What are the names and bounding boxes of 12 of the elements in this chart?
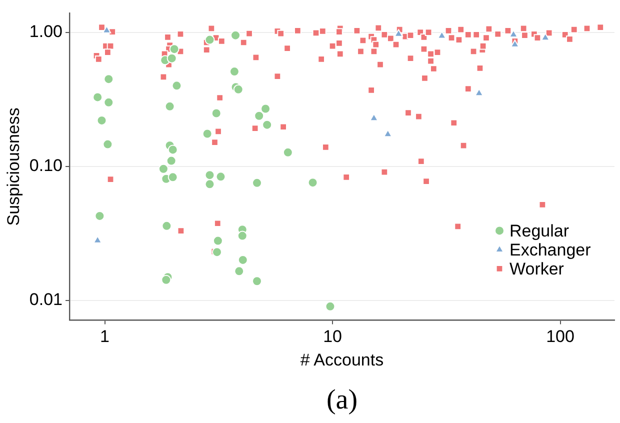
x-tick-label: 100 [546,327,574,346]
y-axis-title: Suspiciousness [4,108,23,226]
x-axis-title: # Accounts [300,350,384,370]
x-tick-label: 1 [100,327,110,346]
x-tick-label: 10 [323,327,342,346]
legend-label: Worker [510,259,564,278]
y-tick-label: 0.10 [29,156,62,176]
y-tick-label: 0.01 [29,290,62,309]
text: (a) [326,384,358,416]
y-tick-label: 1.00 [29,22,62,42]
legend-label: Exchanger [510,240,592,260]
legend-label: Regular [510,221,570,240]
